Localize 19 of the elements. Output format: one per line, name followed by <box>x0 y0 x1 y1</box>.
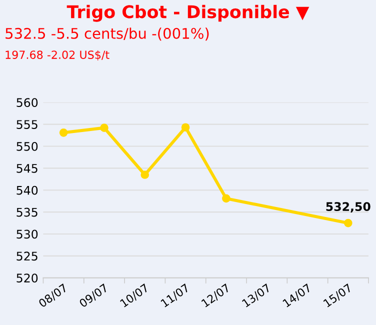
point <box>344 218 352 228</box>
point <box>100 124 108 132</box>
text: 197.68 -2.02 US$/t <box>6 50 110 60</box>
y-tick-label: 540 <box>16 186 38 195</box>
y-tick-label: 550 <box>16 142 38 151</box>
y-tick-label: 530 <box>16 230 38 239</box>
y-tick-label: 520 <box>16 274 38 283</box>
y-tick-label: 525 <box>16 252 38 261</box>
point <box>140 170 150 179</box>
y-tick-label: 545 <box>16 164 38 173</box>
y-tick-label: 535 <box>16 208 38 217</box>
data-label: 532,50 <box>326 202 370 213</box>
y-tick-label: 560 <box>16 98 38 108</box>
point <box>222 194 230 203</box>
point <box>59 128 68 137</box>
chart-subtitle: 532.5 -5.5 cents/bu -(001%) <box>6 28 209 41</box>
chart-title: Trigo Cbot - Disponible ▼ <box>66 4 310 22</box>
y-tick-label: 555 <box>16 120 38 129</box>
point <box>181 123 190 132</box>
